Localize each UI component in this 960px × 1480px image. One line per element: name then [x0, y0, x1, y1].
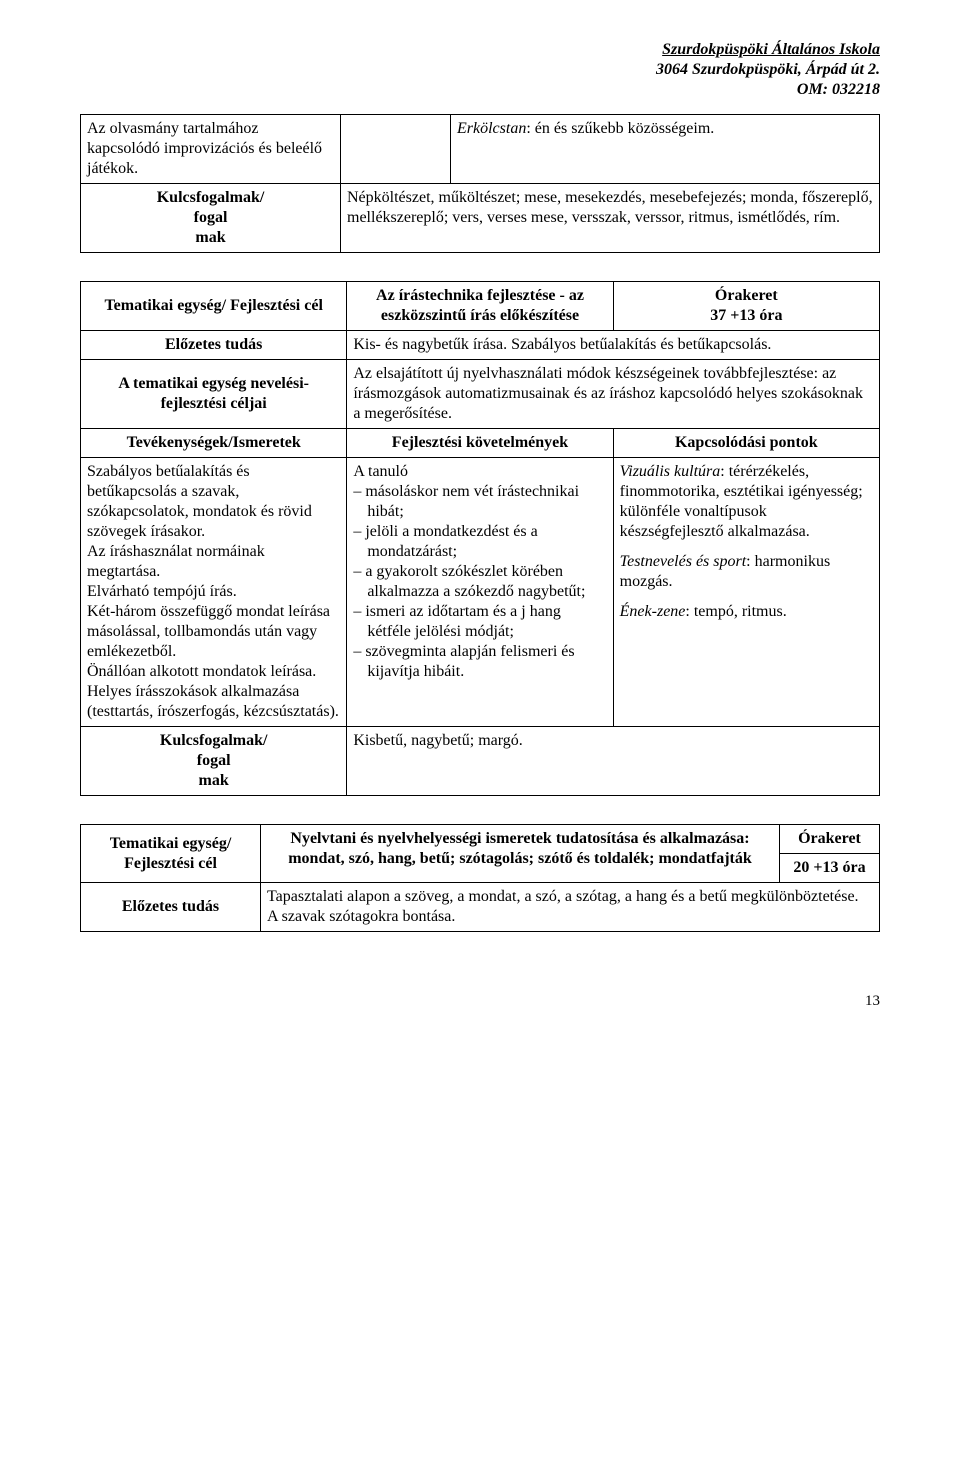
- t2-c2: A tanuló másoláskor nem vét írástechnika…: [347, 458, 613, 727]
- t2-c2-intro: A tanuló: [353, 462, 606, 482]
- t3-r2-label: Előzetes tudás: [81, 883, 261, 932]
- t1-left-cell: Az olvasmány tartalmához kapcsolódó impr…: [81, 115, 341, 184]
- table-2: Tematikai egység/ Fejlesztési cél Az írá…: [80, 281, 880, 796]
- page-number: 13: [80, 992, 880, 1011]
- t2-r1-title: Az írástechnika fejlesztése - az eszközs…: [347, 282, 613, 331]
- t2-r3-label: A tematikai egység nevelési-fejlesztési …: [81, 360, 347, 429]
- enekzene-label: Ének-zene: [620, 603, 686, 620]
- t2-h3: Kapcsolódási pontok: [613, 429, 879, 458]
- t3-hours-label: Órakeret: [780, 825, 880, 854]
- school-name: Szurdokpüspöki Általános Iskola: [662, 41, 880, 58]
- table-1: Az olvasmány tartalmához kapcsolódó impr…: [80, 114, 880, 253]
- document-header: Szurdokpüspöki Általános Iskola 3064 Szu…: [80, 40, 880, 100]
- erkolcstan-rest: : én és szűkebb közösségeim.: [526, 120, 714, 137]
- t2-kulcs-label: Kulcsfogalmak/ fogal mak: [81, 727, 347, 796]
- list-item: a gyakorolt szókészlet körében alkalmazz…: [367, 562, 606, 602]
- t2-r2-label: Előzetes tudás: [81, 331, 347, 360]
- erkolcstan-label: Erkölcstan: [457, 120, 526, 137]
- enekzene-rest: : tempó, ritmus.: [685, 603, 786, 620]
- table-3: Tematikai egység/ Fejlesztési cél Nyelvt…: [80, 824, 880, 932]
- t3-hours-value: 20 +13 óra: [780, 854, 880, 883]
- t2-c2-list: másoláskor nem vét írástechnikai hibát; …: [353, 482, 606, 682]
- t2-h1: Tevékenységek/Ismeretek: [81, 429, 347, 458]
- school-address: 3064 Szurdokpüspöki, Árpád út 2.: [80, 60, 880, 80]
- t2-r1-hours: Órakeret 37 +13 óra: [613, 282, 879, 331]
- t3-r1-title: Nyelvtani és nyelvhelyességi ismeretek t…: [261, 825, 780, 883]
- t3-r1-label: Tematikai egység/ Fejlesztési cél: [81, 825, 261, 883]
- t1-kulcs-label: Kulcsfogalmak/ fogal mak: [81, 184, 341, 253]
- t1-mid-empty: [341, 115, 451, 184]
- testneveles-label: Testnevelés és sport: [620, 553, 747, 570]
- list-item: jelöli a mondatkezdést és a mondatzárást…: [367, 522, 606, 562]
- hours-label: Órakeret: [620, 286, 873, 306]
- t1-right-cell: Erkölcstan: én és szűkebb közösségeim.: [451, 115, 880, 184]
- school-om: OM: 032218: [80, 80, 880, 100]
- list-item: másoláskor nem vét írástechnikai hibát;: [367, 482, 606, 522]
- t1-kulcs-text: Népköltészet, műköltészet; mese, mesekez…: [341, 184, 880, 253]
- t2-c1: Szabályos betűalakítás és betűkapcsolás …: [81, 458, 347, 727]
- t2-h2: Fejlesztési követelmények: [347, 429, 613, 458]
- t2-kulcs-text: Kisbetű, nagybetű; margó.: [347, 727, 880, 796]
- vizualis-label: Vizuális kultúra: [620, 463, 721, 480]
- t2-c3: Vizuális kultúra: térérzékelés, finommot…: [613, 458, 879, 727]
- t2-r1-label: Tematikai egység/ Fejlesztési cél: [81, 282, 347, 331]
- t3-r2-text: Tapasztalati alapon a szöveg, a mondat, …: [261, 883, 880, 932]
- t2-r2-text: Kis- és nagybetűk írása. Szabályos betűa…: [347, 331, 880, 360]
- list-item: szövegminta alapján felismeri és kijavít…: [367, 642, 606, 682]
- list-item: ismeri az időtartam és a j hang kétféle …: [367, 602, 606, 642]
- t2-r3-text: Az elsajátított új nyelvhasználati módok…: [347, 360, 880, 429]
- hours-value: 37 +13 óra: [620, 306, 873, 326]
